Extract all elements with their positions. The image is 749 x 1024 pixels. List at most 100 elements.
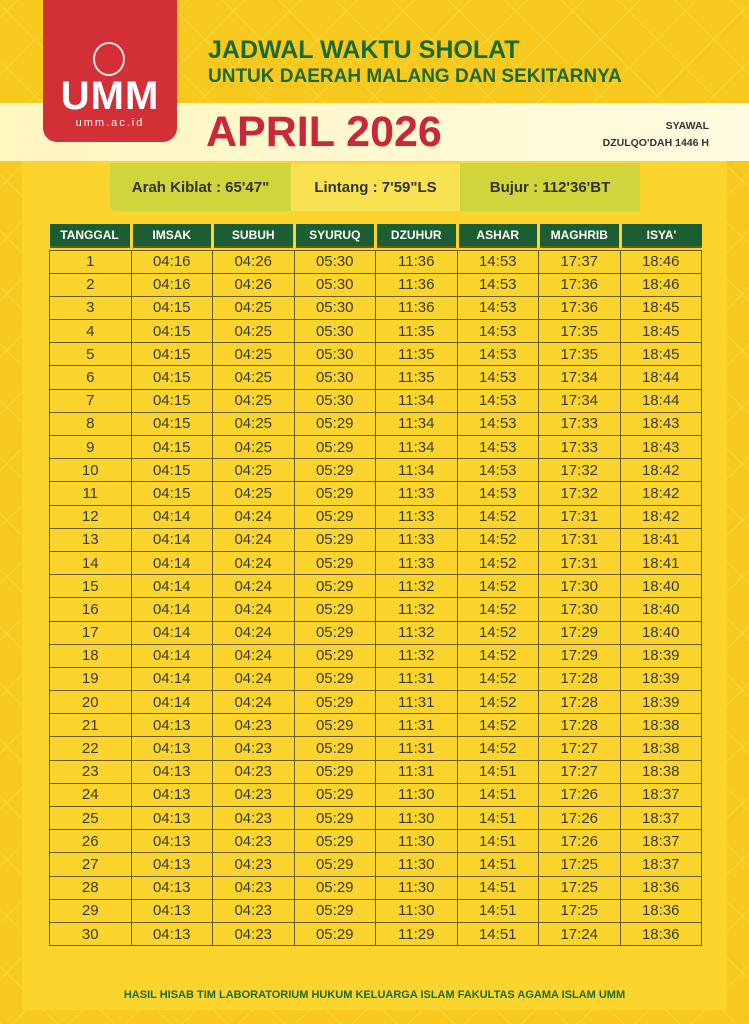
time-cell: 04:13 (130, 759, 213, 784)
time-cell: 11:33 (375, 481, 458, 506)
time-cell: 17:35 (538, 342, 621, 367)
month-title: APRIL 2026 (206, 108, 442, 156)
date-cell: 19 (49, 666, 132, 692)
time-cell: 04:14 (130, 550, 213, 576)
date-cell: 10 (49, 458, 132, 483)
time-cell: 14:53 (456, 249, 539, 274)
latitude: Lintang : 7'59"LS (291, 163, 460, 211)
column-header: ASHAR (457, 224, 540, 247)
date-cell: 13 (49, 527, 132, 552)
time-cell: 11:33 (375, 504, 458, 529)
time-cell: 17:30 (538, 597, 621, 622)
time-cell: 18:46 (619, 272, 702, 297)
time-cell: 04:23 (212, 852, 295, 877)
date-cell: 4 (49, 319, 132, 344)
column-header: DZUHUR (375, 224, 459, 247)
table-row: 17 04:14 04:24 05:29 11:32 14:52 17:29 18:40 (49, 620, 702, 645)
time-cell: 18:37 (619, 805, 702, 831)
date-cell: 25 (49, 805, 132, 831)
column-header: ISYA' (620, 224, 702, 247)
time-cell: 18:39 (619, 690, 702, 715)
time-cell: 05:29 (293, 736, 376, 761)
time-cell: 17:31 (538, 504, 621, 529)
time-cell: 11:30 (375, 852, 458, 877)
time-cell: 04:23 (212, 759, 295, 784)
time-cell: 18:42 (619, 504, 702, 529)
time-cell: 04:25 (212, 295, 295, 321)
time-cell: 04:14 (130, 620, 213, 645)
time-cell: 11:34 (375, 388, 458, 413)
time-cell: 17:30 (538, 574, 621, 599)
logo-site: umm.ac.id (75, 117, 145, 129)
time-cell: 04:25 (212, 481, 295, 506)
time-cell: 04:24 (212, 504, 295, 529)
time-cell: 14:52 (456, 574, 539, 599)
date-cell: 5 (49, 342, 132, 367)
time-cell: 05:29 (293, 504, 376, 529)
table-row: 4 04:15 04:25 05:30 11:35 14:53 17:35 18:45 (49, 319, 702, 344)
time-cell: 18:42 (619, 458, 702, 483)
time-cell: 11:30 (375, 829, 458, 854)
time-cell: 04:25 (212, 388, 295, 413)
time-cell: 05:29 (293, 898, 376, 923)
table-row: 2 04:16 04:26 05:30 11:36 14:53 17:36 18:46 (49, 272, 702, 297)
column-header: TANGGAL (49, 224, 133, 247)
date-cell: 11 (49, 481, 132, 506)
time-cell: 11:30 (375, 782, 458, 808)
time-cell: 04:13 (130, 805, 213, 831)
time-cell: 04:15 (130, 388, 213, 413)
time-cell: 04:25 (212, 365, 295, 390)
time-cell: 04:26 (212, 272, 295, 297)
time-cell: 05:29 (293, 875, 376, 900)
date-cell: 23 (49, 759, 132, 784)
time-cell: 14:52 (456, 736, 539, 761)
time-cell: 04:14 (130, 527, 213, 552)
table-row: 24 04:13 04:23 05:29 11:30 14:51 17:26 18:37 (49, 782, 702, 808)
time-cell: 04:13 (130, 736, 213, 761)
time-cell: 04:26 (212, 249, 295, 274)
time-cell: 05:29 (293, 713, 376, 738)
table-row: 8 04:15 04:25 05:29 11:34 14:53 17:33 18:43 (49, 411, 702, 437)
date-cell: 16 (49, 597, 132, 622)
time-cell: 05:29 (293, 829, 376, 854)
date-cell: 27 (49, 852, 132, 877)
table-row: 3 04:15 04:25 05:30 11:36 14:53 17:36 18:45 (49, 295, 702, 321)
table-row: 1 04:16 04:26 05:30 11:36 14:53 17:37 18:46 (49, 249, 702, 274)
date-cell: 6 (49, 365, 132, 390)
time-cell: 18:44 (619, 388, 702, 413)
date-cell: 18 (49, 643, 132, 668)
table-row: 14 04:14 04:24 05:29 11:33 14:52 17:31 18:41 (49, 550, 702, 576)
time-cell: 14:52 (456, 713, 539, 738)
table-row: 28 04:13 04:23 05:29 11:30 14:51 17:25 18:36 (49, 875, 702, 900)
time-cell: 04:13 (130, 875, 213, 900)
time-cell: 11:33 (375, 527, 458, 552)
time-cell: 14:51 (456, 921, 539, 947)
time-cell: 05:30 (293, 272, 376, 297)
date-cell: 21 (49, 713, 132, 738)
time-cell: 14:51 (456, 829, 539, 854)
time-cell: 04:24 (212, 620, 295, 645)
time-cell: 14:52 (456, 620, 539, 645)
time-cell: 04:15 (130, 342, 213, 367)
umm-logo: UMM umm.ac.id (43, 0, 177, 142)
time-cell: 11:30 (375, 805, 458, 831)
time-cell: 17:26 (538, 805, 621, 831)
time-cell: 04:23 (212, 898, 295, 923)
column-header: SUBUH (212, 224, 296, 247)
time-cell: 04:15 (130, 365, 213, 390)
date-cell: 14 (49, 550, 132, 576)
table-header-row: TANGGAL IMSAK SUBUH SYURUQ DZUHUR ASHAR MAGHRI… (49, 224, 702, 247)
time-cell: 17:27 (538, 759, 621, 784)
time-cell: 04:23 (212, 829, 295, 854)
time-cell: 11:30 (375, 898, 458, 923)
time-cell: 17:25 (538, 898, 621, 923)
time-cell: 17:34 (538, 388, 621, 413)
time-cell: 04:15 (130, 319, 213, 344)
time-cell: 05:30 (293, 365, 376, 390)
time-cell: 17:28 (538, 713, 621, 738)
table-row: 29 04:13 04:23 05:29 11:30 14:51 17:25 18:36 (49, 898, 702, 923)
table-row: 16 04:14 04:24 05:29 11:32 14:52 17:30 18:40 (49, 597, 702, 622)
table-row: 5 04:15 04:25 05:30 11:35 14:53 17:35 18:45 (49, 342, 702, 367)
time-cell: 17:31 (538, 550, 621, 576)
hijri-months: SYAWAL DZULQO'DAH 1446 H (603, 118, 709, 152)
